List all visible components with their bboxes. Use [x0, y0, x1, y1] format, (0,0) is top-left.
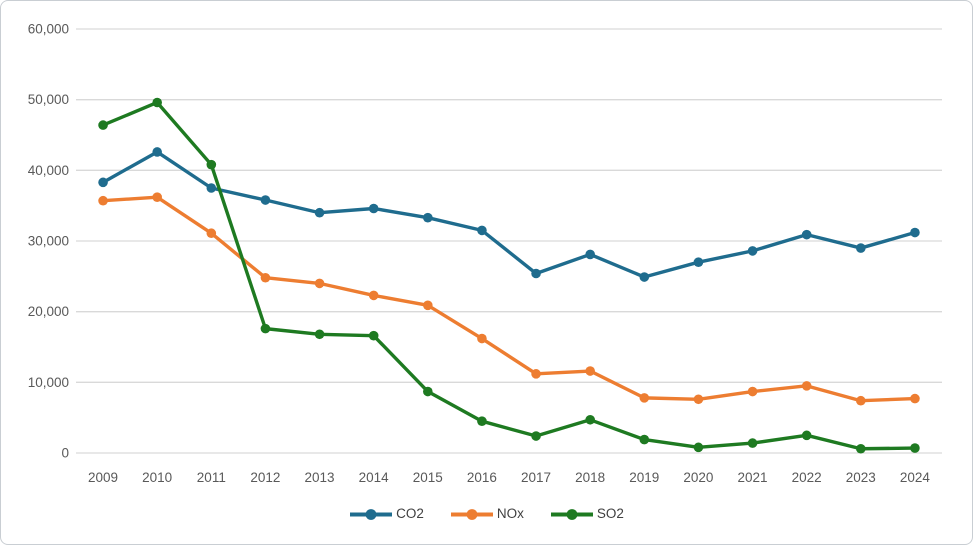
data-point-so2-2010: [152, 97, 162, 108]
x-axis-tick-label: 2016: [467, 470, 497, 485]
x-axis-tick-label: 2024: [900, 470, 931, 485]
y-axis-tick-label: 40,000: [28, 163, 69, 178]
data-point-nox-2023: [856, 395, 866, 406]
data-point-co2-2011: [206, 183, 217, 193]
data-point-co2-2012: [260, 195, 271, 205]
x-axis-tick-label: 2017: [521, 470, 551, 485]
x-axis-tick-label: 2018: [575, 470, 605, 485]
data-point-nox-2020: [693, 394, 704, 405]
data-point-nox-2017: [531, 369, 541, 379]
nox-series-marker-icon: [450, 508, 493, 520]
data-point-co2-2020: [693, 257, 704, 268]
data-point-co2-2018: [585, 249, 595, 260]
legend-item-co2: CO2: [349, 507, 424, 521]
data-point-nox-2011: [206, 228, 217, 239]
x-axis-tick-label: 2022: [792, 470, 822, 485]
data-point-so2-2023: [856, 443, 866, 454]
data-point-co2-2016: [477, 225, 487, 236]
data-point-co2-2013: [314, 207, 325, 218]
data-point-nox-2014: [368, 290, 379, 301]
data-point-so2-2015: [423, 386, 433, 397]
gridlines-group: [76, 28, 942, 454]
data-point-nox-2013: [314, 278, 325, 289]
data-point-co2-2021: [747, 246, 758, 256]
y-axis-tick-label: 20,000: [28, 304, 69, 319]
data-point-nox-2024: [910, 393, 920, 404]
y-axis-tick-label: 60,000: [28, 22, 69, 37]
data-point-so2-2009: [98, 120, 108, 130]
x-axis-tick-label: 2009: [88, 470, 118, 485]
data-point-so2-2014: [368, 330, 379, 341]
legend-item-nox: NOx: [450, 507, 524, 521]
x-axis-tick-label: 2019: [629, 470, 659, 485]
data-point-nox-2018: [585, 366, 595, 376]
y-axis-tick-label: 50,000: [28, 92, 69, 107]
x-axis-tick-label: 2015: [413, 470, 443, 485]
series-line-so2: [101, 100, 917, 451]
data-point-co2-2010: [152, 147, 162, 157]
data-point-co2-2024: [910, 227, 920, 238]
legend-item-so2: SO2: [550, 507, 624, 521]
data-point-nox-2012: [260, 272, 271, 283]
data-point-so2-2016: [477, 416, 487, 427]
series-line-co2: [101, 150, 917, 279]
data-point-nox-2019: [639, 393, 650, 403]
data-point-nox-2015: [423, 300, 433, 311]
x-axis-tick-label: 2011: [197, 470, 226, 485]
series-line-nox: [101, 195, 917, 403]
x-axis-tick-label: 2021: [738, 470, 768, 485]
legend-label-nox: NOx: [496, 506, 524, 522]
data-point-nox-2021: [747, 386, 758, 397]
series-group: [98, 97, 920, 454]
y-axis-labels: 0 10,000 20,000 30,000 40,000 50,000 60,000: [28, 22, 69, 461]
data-point-nox-2010: [152, 192, 162, 202]
x-axis-labels: 2009 2010 2011 2012 2013 2014 2015 2016 2017 2018…: [88, 470, 930, 485]
data-point-so2-2018: [585, 414, 595, 425]
data-point-nox-2009: [98, 195, 108, 206]
data-point-so2-2012: [260, 323, 271, 334]
x-axis-tick-label: 2014: [359, 470, 390, 485]
data-point-co2-2009: [98, 177, 108, 188]
data-point-co2-2015: [423, 212, 433, 223]
data-point-co2-2023: [856, 243, 866, 253]
x-axis-tick-label: 2012: [250, 470, 280, 485]
data-point-so2-2013: [314, 329, 325, 340]
so2-series-marker-icon: [550, 508, 593, 520]
x-axis-tick-label: 2010: [142, 470, 172, 485]
data-point-so2-2022: [801, 430, 812, 441]
x-axis-tick-label: 2023: [846, 470, 876, 485]
data-point-co2-2022: [801, 229, 812, 240]
x-axis-tick-label: 2020: [683, 470, 713, 485]
legend-label-so2: SO2: [596, 506, 624, 522]
y-axis-tick-label: 10,000: [28, 375, 69, 390]
data-point-nox-2022: [801, 381, 812, 391]
y-axis-tick-label: 0: [61, 446, 69, 461]
data-point-so2-2020: [693, 442, 704, 453]
data-point-nox-2016: [477, 333, 487, 344]
y-axis-tick-label: 30,000: [28, 234, 69, 249]
data-point-so2-2021: [747, 438, 758, 448]
legend-label-co2: CO2: [396, 506, 424, 522]
data-point-so2-2024: [910, 443, 920, 453]
data-point-co2-2017: [531, 268, 541, 279]
co2-series-marker-icon: [350, 508, 393, 520]
data-point-co2-2014: [368, 203, 379, 214]
data-point-so2-2019: [639, 434, 650, 445]
chart-legend: CO2 NOx SO2: [1, 503, 972, 525]
data-point-co2-2019: [639, 272, 650, 282]
x-axis-tick-label: 2013: [305, 470, 335, 485]
data-point-so2-2011: [206, 159, 217, 170]
data-point-so2-2017: [531, 431, 541, 441]
